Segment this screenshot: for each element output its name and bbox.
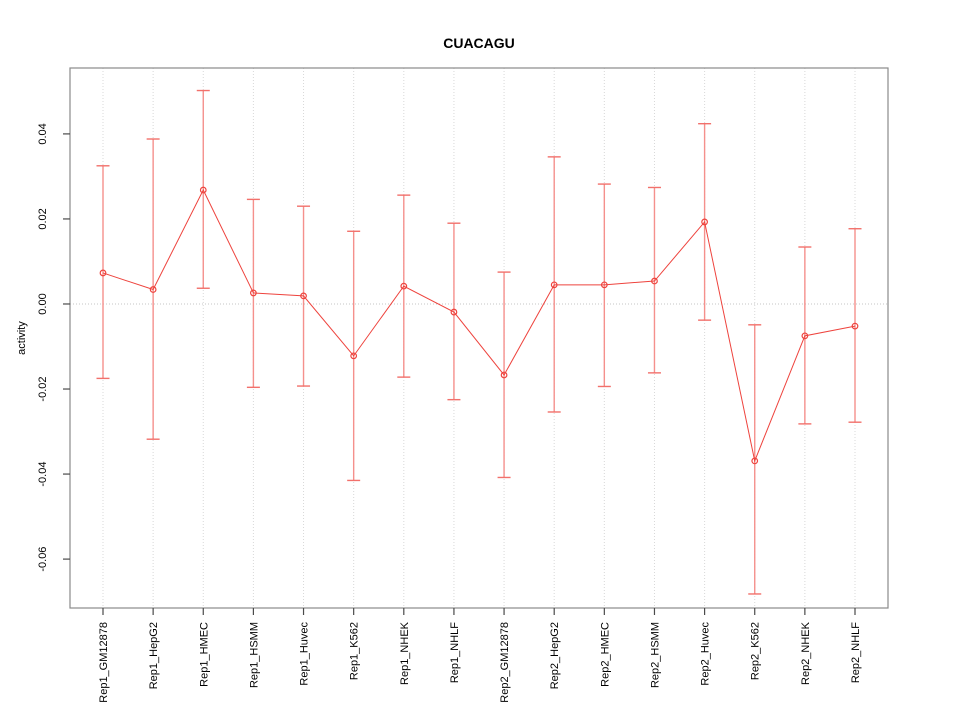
data-point bbox=[450, 308, 458, 316]
data-point bbox=[350, 352, 358, 360]
data-point bbox=[550, 281, 558, 289]
x-tick-label: Rep1_HepG2 bbox=[148, 622, 160, 689]
data-point bbox=[801, 332, 809, 340]
x-tick-label: Rep2_HMEC bbox=[599, 622, 611, 687]
y-tick-label: -0.04 bbox=[37, 462, 49, 487]
x-tick-label: Rep1_GM12878 bbox=[98, 622, 110, 703]
x-tick-label: Rep1_HMEC bbox=[198, 622, 210, 687]
plot-box bbox=[69, 67, 889, 609]
data-point bbox=[651, 277, 658, 285]
data-point bbox=[99, 269, 107, 277]
y-tick-label: 0.04 bbox=[37, 123, 49, 144]
x-tick-label: Rep1_HSMM bbox=[248, 622, 260, 688]
y-tick-label: -0.06 bbox=[37, 547, 49, 572]
data-point bbox=[249, 289, 257, 297]
x-tick-label: Rep1_K562 bbox=[349, 622, 361, 680]
data-layer bbox=[96, 89, 862, 595]
data-point bbox=[851, 322, 859, 330]
x-tick-label: Rep2_HepG2 bbox=[549, 622, 561, 689]
data-point bbox=[600, 281, 608, 289]
chart-title: CUACAGU bbox=[443, 35, 515, 51]
data-point bbox=[300, 292, 307, 300]
x-tick-label: Rep2_NHEK bbox=[800, 621, 812, 685]
y-tick-label: -0.02 bbox=[37, 376, 49, 401]
data-point bbox=[199, 186, 207, 194]
data-point bbox=[149, 286, 157, 293]
x-tick-label: Rep1_Huvec bbox=[299, 622, 311, 686]
data-point bbox=[701, 218, 708, 226]
series-line bbox=[102, 188, 856, 463]
x-tick-label: Rep2_GM12878 bbox=[499, 622, 511, 703]
axis-layer: 0.04 0.02 0.00 -0.02 -0.04 -0.06 Rep1_GM12878 R… bbox=[37, 67, 889, 703]
data-point bbox=[400, 282, 408, 290]
data-point bbox=[751, 457, 759, 465]
y-axis-title: activity bbox=[16, 321, 28, 355]
y-tick-label: 0.00 bbox=[37, 293, 49, 314]
x-tick-label: Rep1_NHLF bbox=[449, 622, 461, 683]
x-tick-label: Rep2_NHLF bbox=[850, 622, 862, 683]
x-tick-label: Rep2_HSMM bbox=[649, 622, 661, 688]
data-point bbox=[500, 371, 508, 379]
y-tick-label: 0.02 bbox=[37, 208, 49, 229]
x-tick-label: Rep2_K562 bbox=[750, 622, 762, 680]
x-tick-label: Rep1_NHEK bbox=[399, 621, 411, 685]
x-tick-label: Rep2_Huvec bbox=[700, 622, 712, 686]
